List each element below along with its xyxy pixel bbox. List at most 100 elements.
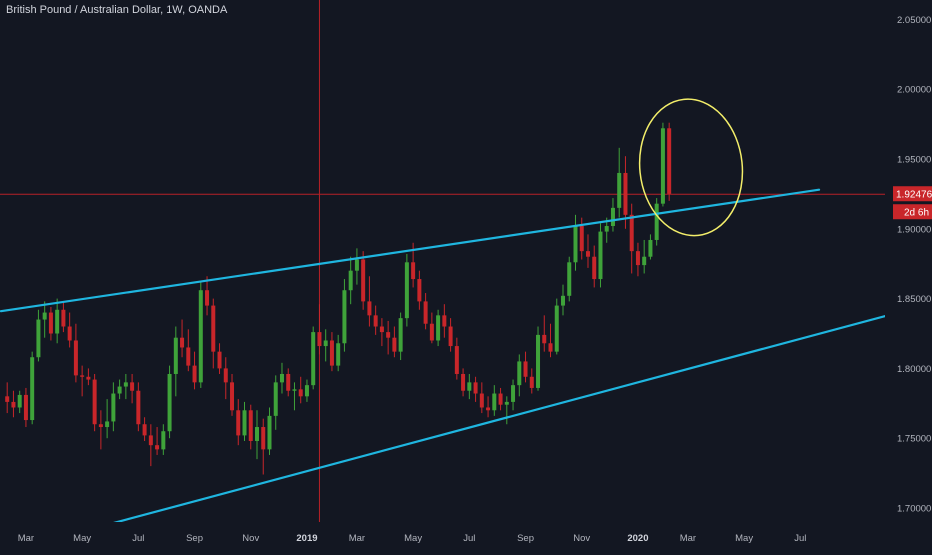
candle-body (392, 337, 397, 352)
candle (542, 315, 547, 352)
candle (317, 304, 322, 355)
x-tick-label: Sep (517, 533, 534, 544)
candle-body (479, 393, 484, 408)
candle (92, 373, 97, 432)
candle-body (30, 357, 35, 421)
candle (467, 373, 472, 400)
candle (142, 417, 147, 441)
candle (123, 373, 128, 400)
y-tick-label: 1.90000 (897, 224, 931, 235)
candle (517, 354, 522, 397)
candle (660, 122, 665, 207)
candle (598, 223, 603, 288)
candle (348, 256, 353, 305)
candle (111, 382, 116, 432)
candle (261, 418, 266, 475)
candle-body (354, 259, 359, 271)
candle-body (467, 382, 472, 391)
candle-body (323, 340, 328, 347)
candle (486, 396, 491, 418)
candle-body (167, 373, 172, 432)
candle (629, 203, 634, 274)
plot-area (0, 0, 885, 522)
candle-body (48, 312, 53, 334)
candle (379, 318, 384, 347)
candle (298, 376, 303, 404)
x-tick-label: 2020 (627, 533, 648, 544)
candle (473, 376, 478, 402)
candle (311, 326, 316, 390)
candle-body (598, 231, 603, 280)
candle (198, 281, 203, 388)
candle (211, 298, 216, 369)
candle (354, 248, 359, 285)
y-tick-label: 1.80000 (897, 364, 931, 375)
candle-body (73, 340, 78, 376)
candle-body (36, 319, 41, 358)
candle-body (92, 379, 97, 425)
candle-body (442, 315, 447, 327)
candle-body (417, 279, 422, 302)
candle-body (473, 382, 478, 394)
candle-body (123, 382, 128, 387)
y-tick-label: 1.95000 (897, 155, 931, 166)
candle (180, 319, 185, 358)
candle-body (186, 347, 191, 366)
candle-body (311, 332, 316, 386)
candle-body (492, 393, 497, 411)
candle-body (461, 373, 466, 391)
candle (167, 365, 172, 439)
candle (442, 304, 447, 338)
candle-body (654, 203, 659, 240)
candle-body (98, 424, 103, 428)
x-tick-label: May (735, 533, 753, 544)
candle-body (317, 332, 322, 347)
candle (373, 305, 378, 335)
candle (73, 323, 78, 383)
candle (267, 407, 272, 455)
candle-body (629, 214, 634, 252)
candle-body (411, 262, 416, 280)
candle-body (511, 385, 516, 402)
candle (398, 312, 403, 361)
candle (536, 326, 541, 391)
candle (567, 256, 572, 302)
candle-body (623, 172, 628, 215)
candle (523, 351, 528, 383)
candle (55, 298, 60, 344)
candle-body (192, 365, 197, 383)
candle (561, 284, 566, 316)
candle (80, 365, 85, 397)
candle (461, 368, 466, 397)
candle-body (67, 326, 72, 341)
candle-body (5, 396, 10, 402)
candle (161, 424, 166, 455)
x-tick-label: 2019 (296, 533, 317, 544)
current-price-tag (893, 186, 932, 202)
candle-body (554, 305, 559, 352)
candle (361, 251, 366, 310)
candle-body (173, 337, 178, 374)
candle (67, 312, 72, 348)
candle (667, 122, 672, 201)
y-tick-label: 1.75000 (897, 434, 931, 445)
candle (423, 293, 428, 330)
candle (504, 396, 509, 425)
candle-body (329, 340, 334, 366)
candle (155, 427, 160, 455)
candle (98, 410, 103, 450)
candle-body (504, 401, 509, 405)
candle-body (667, 128, 672, 194)
candle (255, 410, 259, 460)
candle-body (298, 389, 303, 397)
candle (286, 368, 291, 397)
candle (329, 332, 334, 372)
candle-body (404, 262, 409, 319)
candle-body (286, 373, 291, 391)
candle (130, 373, 135, 404)
candle-body (105, 421, 110, 428)
candle-body (142, 424, 147, 436)
candle-body (635, 251, 640, 266)
